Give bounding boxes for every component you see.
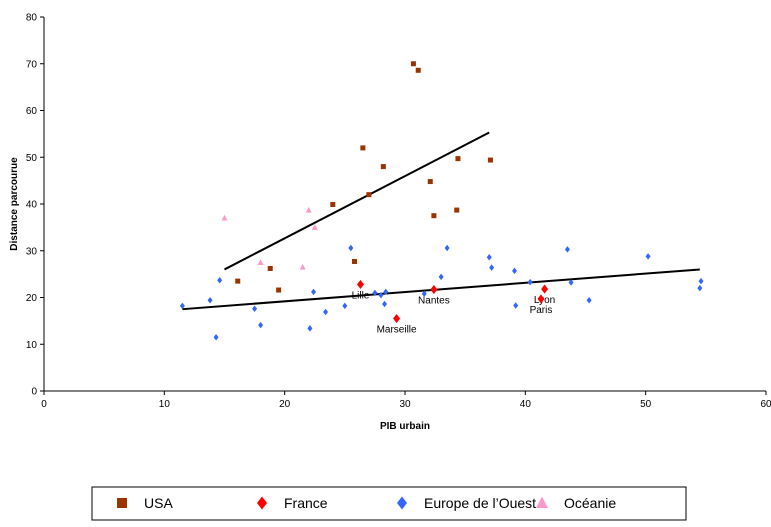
point [235,278,241,284]
point [455,156,461,162]
point [537,294,545,304]
y-tick-label: 80 [26,13,38,24]
point [356,279,364,289]
point [410,61,416,67]
point [342,302,348,310]
point [323,308,329,316]
point [252,305,258,312]
x-tick-label: 0 [41,399,47,410]
y-tick-label: 70 [26,59,38,70]
y-tick-label: 0 [31,387,37,398]
legend-label: USA [144,495,173,511]
point [360,145,366,151]
point [697,284,703,292]
point [305,206,312,213]
point [698,277,704,285]
legend-marker [536,496,548,508]
point [513,302,519,309]
point [430,285,438,295]
point [366,192,372,198]
point [348,244,354,252]
point [393,313,401,324]
point [221,214,228,221]
y-tick-label: 30 [26,246,38,257]
point [276,287,282,293]
point-label: Lille [352,290,370,301]
point [431,213,437,219]
point [257,259,264,265]
point [267,266,273,272]
point [217,276,223,284]
point [454,207,460,213]
point [564,246,570,253]
point [489,264,495,271]
point [586,297,592,304]
point-label: Marseille [377,325,417,336]
point [213,333,219,341]
x-tick-label: 40 [520,399,532,410]
point [568,279,574,286]
x-axis-title: PIB urbain [380,421,430,432]
y-tick-label: 10 [26,340,38,351]
point [179,302,185,310]
point [207,297,213,304]
y-tick-label: 60 [26,106,38,117]
point [427,179,433,185]
point [351,259,357,265]
point [444,244,450,252]
point [421,290,427,298]
point-label: Lyon [534,295,555,306]
point [330,201,336,207]
point-label: Nantes [418,296,450,307]
trendline [224,131,490,271]
point [258,321,264,329]
legend-label: Océanie [564,495,616,511]
point [527,278,533,286]
point [378,291,384,299]
x-tick-label: 30 [399,399,411,410]
point [486,254,492,261]
point [382,300,388,308]
point [299,263,306,270]
y-tick-label: 40 [26,200,38,211]
legend [91,486,687,521]
point-label: Paris [530,305,553,316]
legend-label: France [284,495,328,511]
x-tick-label: 50 [640,399,652,410]
point [372,289,378,297]
legend-marker [117,498,127,508]
legend-marker [257,496,267,510]
point [380,164,386,170]
y-axis-title: Distance parcourue [9,157,20,251]
x-tick-label: 60 [760,399,771,410]
legend-label: Europe de l’Ouest [424,495,536,511]
point [307,325,313,332]
point [311,288,317,296]
point [487,157,493,163]
y-tick-label: 20 [26,293,38,304]
point [512,267,518,275]
point [311,224,318,230]
trendline [182,268,700,311]
point [438,273,444,281]
point [383,288,389,296]
x-tick-label: 20 [279,399,291,410]
point [415,67,421,73]
x-tick-label: 10 [159,399,171,410]
point [645,253,651,260]
point [541,284,549,294]
legend-marker [397,496,407,510]
y-tick-label: 50 [26,153,38,164]
